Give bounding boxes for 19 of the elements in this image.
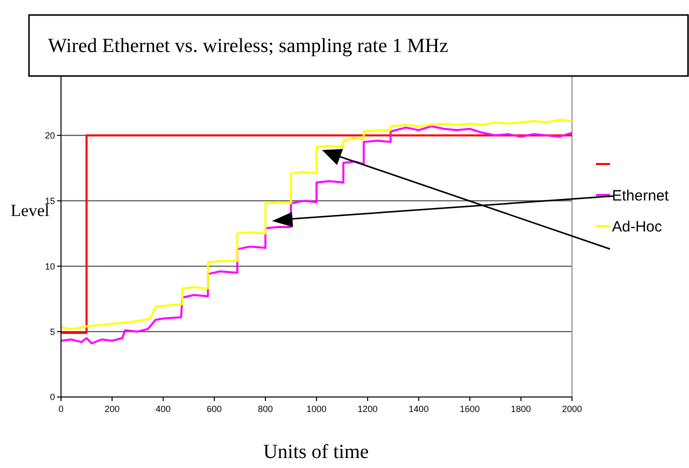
legend-label: Ad-Hoc	[612, 218, 663, 236]
y-tick-label: 20	[44, 130, 55, 141]
x-tick-label: 1800	[510, 404, 531, 414]
x-tick-label: 600	[206, 404, 222, 414]
x-tick-label: 1600	[460, 404, 480, 414]
legend-label: Ethernet	[612, 187, 670, 204]
x-tick-label: 200	[104, 404, 120, 414]
x-tick-label: 0	[58, 404, 64, 414]
x-axis-title: Units of time	[263, 441, 369, 463]
x-tick-label: 1200	[358, 404, 378, 414]
x-tick-label: 800	[258, 404, 273, 414]
y-tick-label: 10	[44, 261, 55, 272]
x-tick-label: 2000	[562, 404, 582, 414]
y-tick-label: 0	[50, 392, 55, 402]
y-tick-label: 5	[50, 326, 55, 337]
x-tick-label: 400	[156, 404, 171, 414]
x-tick-label: 1400	[408, 404, 429, 414]
chart-title: Wired Ethernet vs. wireless; sampling rate 1 MHz	[48, 35, 448, 57]
x-tick-label: 1000	[306, 404, 327, 414]
